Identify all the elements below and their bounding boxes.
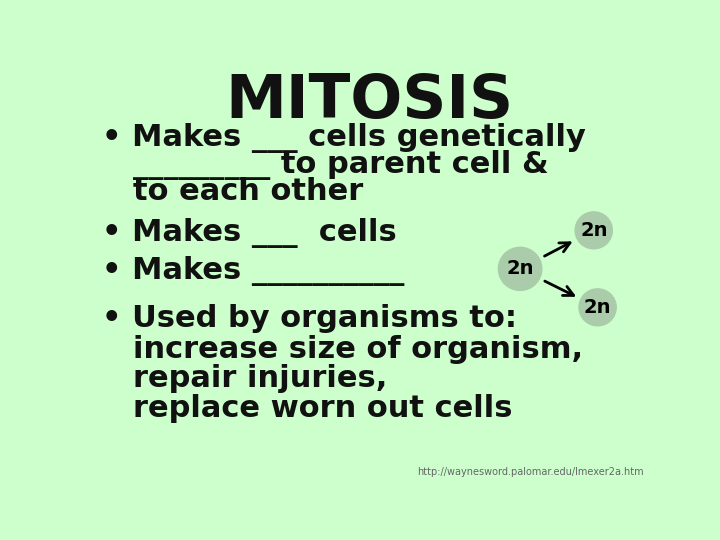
Text: to each other: to each other — [132, 177, 363, 206]
Text: • Used by organisms to:: • Used by organisms to: — [102, 305, 517, 333]
Text: replace worn out cells: replace worn out cells — [132, 394, 512, 423]
Text: MITOSIS: MITOSIS — [225, 72, 513, 131]
Text: 2n: 2n — [580, 221, 608, 240]
Text: • Makes ___ cells genetically: • Makes ___ cells genetically — [102, 123, 585, 153]
Text: increase size of organism,: increase size of organism, — [132, 335, 582, 364]
Text: 2n: 2n — [506, 259, 534, 278]
Text: http://waynesword.palomar.edu/lmexer2a.htm: http://waynesword.palomar.edu/lmexer2a.h… — [418, 467, 644, 477]
Text: 2n: 2n — [584, 298, 611, 317]
Text: repair injuries,: repair injuries, — [132, 364, 387, 394]
Circle shape — [575, 212, 612, 249]
Circle shape — [498, 247, 542, 291]
Circle shape — [579, 289, 616, 326]
Text: • Makes __________: • Makes __________ — [102, 256, 404, 286]
Text: • Makes ___  cells: • Makes ___ cells — [102, 218, 397, 248]
Text: _________ to parent cell &: _________ to parent cell & — [132, 150, 548, 180]
